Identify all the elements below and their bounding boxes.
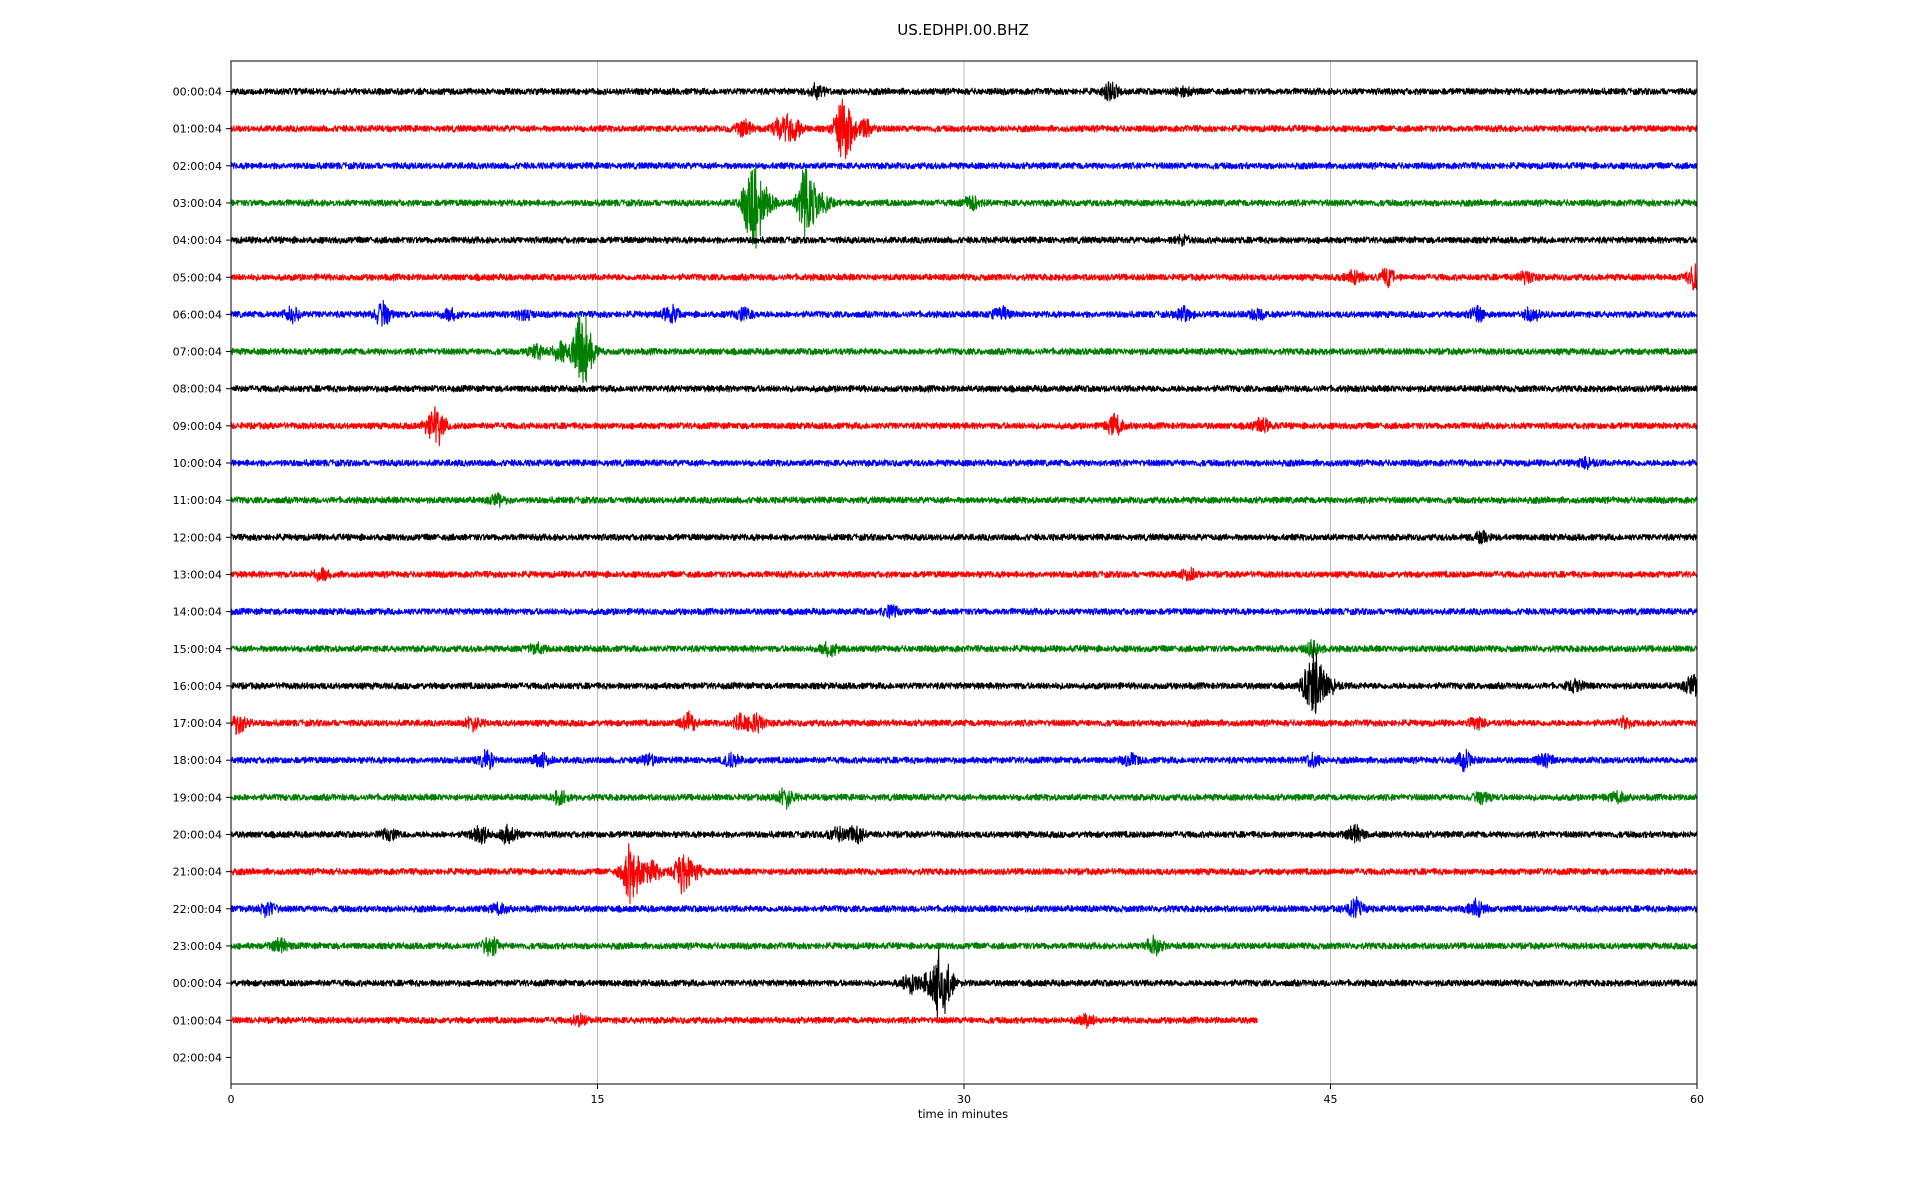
- x-axis-label: time in minutes: [918, 1107, 1008, 1121]
- x-tick-label-45: 45: [1324, 1093, 1338, 1106]
- row-label-14: 14:00:04: [173, 606, 222, 619]
- seismic-trace-0: [230, 81, 1698, 102]
- seismic-trace-17: [230, 710, 1698, 736]
- trace-layer: [230, 81, 1698, 1029]
- seismic-trace-19: [230, 787, 1698, 810]
- plot-frame: [230, 60, 1698, 1085]
- seismic-trace-10: [230, 456, 1698, 471]
- seismic-trace-14: [230, 604, 1698, 619]
- row-label-26: 02:00:04: [173, 1051, 222, 1064]
- seismic-trace-9: [230, 406, 1698, 447]
- seismic-trace-18: [230, 748, 1698, 773]
- x-tick-label-60: 60: [1690, 1093, 1704, 1106]
- seismic-trace-11: [230, 492, 1698, 508]
- x-tick-label-30: 30: [957, 1093, 971, 1106]
- seismic-trace-21: [230, 843, 1698, 905]
- row-label-5: 05:00:04: [173, 271, 222, 284]
- seismic-trace-23: [230, 934, 1698, 957]
- seismic-trace-13: [230, 566, 1698, 582]
- row-label-21: 21:00:04: [173, 866, 222, 879]
- seismic-trace-25: [230, 1012, 1258, 1029]
- row-label-24: 00:00:04: [173, 977, 222, 990]
- seismic-trace-20: [230, 823, 1698, 845]
- row-label-4: 04:00:04: [173, 234, 222, 247]
- row-label-3: 03:00:04: [173, 197, 222, 210]
- row-label-25: 01:00:04: [173, 1014, 222, 1027]
- x-tick-label-0: 0: [228, 1093, 235, 1106]
- seismic-trace-22: [230, 896, 1698, 919]
- row-label-10: 10:00:04: [173, 457, 222, 470]
- seismic-trace-7: [230, 312, 1698, 384]
- row-label-11: 11:00:04: [173, 494, 222, 507]
- row-label-12: 12:00:04: [173, 531, 222, 544]
- seismic-trace-3: [230, 164, 1698, 249]
- row-label-8: 08:00:04: [173, 383, 222, 396]
- row-label-6: 06:00:04: [173, 308, 222, 321]
- row-label-16: 16:00:04: [173, 680, 222, 693]
- seismic-trace-4: [230, 233, 1698, 247]
- seismic-trace-1: [230, 98, 1698, 160]
- row-label-22: 22:00:04: [173, 903, 222, 916]
- row-label-20: 20:00:04: [173, 829, 222, 842]
- seismic-trace-15: [230, 638, 1698, 659]
- seismic-trace-6: [230, 299, 1698, 327]
- row-label-18: 18:00:04: [173, 754, 222, 767]
- row-time-labels: 00:00:04 01:00:04 02:00:04 03:00:04 04:00:04…: [173, 86, 231, 1064]
- chart-title: US.EDHPI.00.BHZ: [897, 21, 1029, 39]
- seismic-trace-8: [230, 384, 1698, 393]
- seismic-trace-5: [230, 263, 1698, 291]
- row-label-17: 17:00:04: [173, 717, 222, 730]
- x-tick-label-15: 15: [591, 1093, 605, 1106]
- row-label-2: 02:00:04: [173, 160, 222, 173]
- row-label-7: 07:00:04: [173, 346, 222, 359]
- x-axis-ticks: 0 15 30 45 60: [228, 1084, 1704, 1106]
- row-label-0: 00:00:04: [173, 86, 222, 99]
- row-label-1: 01:00:04: [173, 123, 222, 136]
- row-label-9: 09:00:04: [173, 420, 222, 433]
- seismic-trace-24: [230, 949, 1698, 1018]
- row-label-23: 23:00:04: [173, 940, 222, 953]
- row-label-19: 19:00:04: [173, 791, 222, 804]
- seismic-trace-12: [230, 529, 1698, 545]
- row-label-15: 15:00:04: [173, 643, 222, 656]
- seismic-trace-2: [230, 161, 1698, 170]
- seismic-trace-16: [230, 647, 1698, 714]
- row-label-13: 13:00:04: [173, 568, 222, 581]
